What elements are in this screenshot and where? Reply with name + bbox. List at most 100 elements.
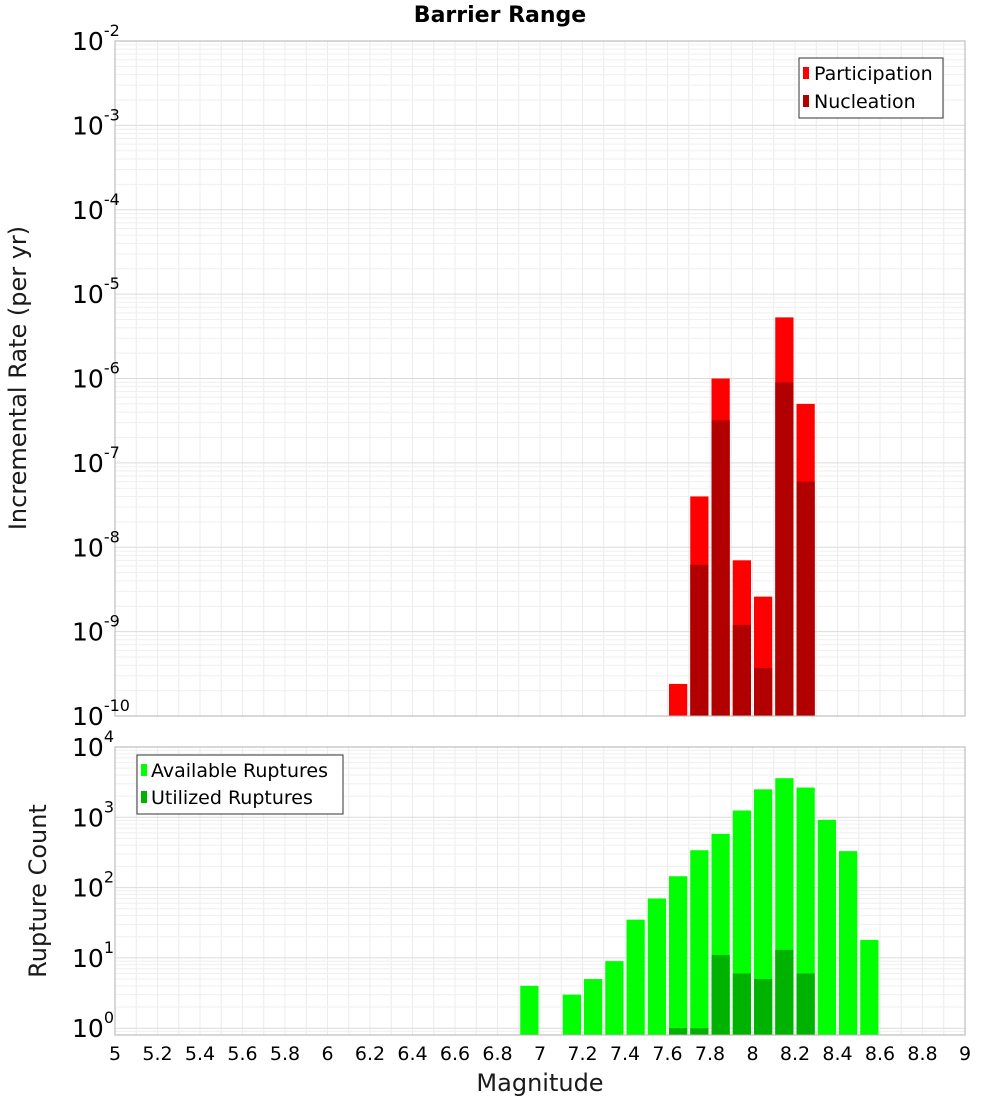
- y-tick-base: 10: [72, 27, 104, 56]
- x-tick-label: 6.6: [440, 1043, 470, 1065]
- rate-legend: Participation Nucleation: [798, 57, 944, 119]
- count-bar-utilized-ruptures: [711, 954, 730, 1035]
- legend-label-utilized: Utilized Ruptures: [151, 787, 313, 809]
- y-tick-exponent: -9: [104, 612, 120, 631]
- rate-bar-nucleation: [711, 420, 730, 716]
- y-tick-label: 10-5: [72, 274, 120, 309]
- y-tick-label: 10-8: [72, 527, 120, 562]
- y-tick-base: 10: [72, 111, 104, 140]
- count-bar-available-ruptures: [520, 985, 539, 1035]
- y-tick-base: 10: [72, 449, 104, 478]
- count-bar-available-ruptures: [754, 789, 773, 1035]
- y-tick-exponent: -2: [104, 21, 120, 40]
- y-tick-label: 10-7: [72, 443, 120, 478]
- y-tick-base: 10: [72, 365, 104, 394]
- rate-bar-nucleation: [775, 382, 794, 716]
- count-bar-available-ruptures: [796, 787, 815, 1035]
- legend-swatch-nucleation: [803, 95, 809, 107]
- y-tick-label: 101: [72, 938, 114, 973]
- y-tick-base: 10: [72, 874, 104, 903]
- x-tick-label: 6: [321, 1043, 333, 1065]
- x-tick-label: 9: [959, 1043, 971, 1065]
- rate-bar-nucleation: [690, 564, 709, 716]
- y-tick-label: 103: [72, 797, 114, 832]
- count-bar-available-ruptures: [669, 876, 688, 1035]
- y-tick-base: 10: [72, 733, 104, 762]
- x-tick-label: 8.2: [780, 1043, 810, 1065]
- legend-label-nucleation: Nucleation: [814, 91, 916, 113]
- y-tick-base: 10: [72, 196, 104, 225]
- count-legend: Available Ruptures Utilized Ruptures: [136, 754, 344, 815]
- chart-title: Barrier Range: [414, 3, 586, 28]
- x-tick-label: 8.8: [907, 1043, 937, 1065]
- y-tick-label: 10-9: [72, 612, 120, 647]
- y-tick-exponent: 2: [104, 868, 114, 887]
- x-tick-label: 5.8: [270, 1043, 300, 1065]
- x-tick-label: 5.4: [185, 1043, 215, 1065]
- rate-panel: 10-210-310-410-510-610-710-810-910-10 In…: [4, 21, 966, 731]
- x-tick-label: 6.2: [355, 1043, 385, 1065]
- y-tick-label: 100: [72, 1008, 114, 1043]
- legend-label-available: Available Ruptures: [151, 760, 328, 782]
- rate-plot-frame: [114, 40, 966, 717]
- count-legend-box: [136, 754, 344, 815]
- rate-bars: [669, 317, 815, 716]
- count-bar-available-ruptures: [860, 939, 879, 1035]
- legend-swatch-utilized: [141, 791, 147, 803]
- y-tick-exponent: -8: [104, 527, 120, 546]
- rate-bar-nucleation: [732, 624, 751, 716]
- x-tick-label: 7.6: [652, 1043, 682, 1065]
- y-tick-label: 102: [72, 868, 114, 903]
- count-bar-utilized-ruptures: [690, 1028, 709, 1035]
- y-tick-base: 10: [72, 944, 104, 973]
- x-tick-label: 7.4: [610, 1043, 640, 1065]
- count-bar-available-ruptures: [817, 819, 836, 1035]
- y-tick-exponent: -7: [104, 443, 120, 462]
- count-bar-utilized-ruptures: [754, 979, 773, 1035]
- x-tick-label: 6.4: [397, 1043, 427, 1065]
- y-tick-label: 10-4: [72, 190, 120, 225]
- y-tick-base: 10: [72, 618, 104, 647]
- y-tick-base: 10: [72, 533, 104, 562]
- count-bar-utilized-ruptures: [796, 973, 815, 1035]
- rate-bar-nucleation: [754, 668, 773, 716]
- count-bar-utilized-ruptures: [732, 973, 751, 1035]
- x-tick-label: 7.2: [567, 1043, 597, 1065]
- count-bar-available-ruptures: [647, 898, 666, 1035]
- y-tick-exponent: -10: [104, 696, 130, 715]
- count-bars: [520, 778, 879, 1035]
- legend-swatch-participation: [803, 67, 809, 79]
- rate-y-tick-labels: 10-210-310-410-510-610-710-810-910-10: [72, 21, 130, 731]
- y-tick-exponent: 4: [104, 727, 114, 746]
- count-bar-available-ruptures: [562, 994, 581, 1035]
- count-y-axis-label: Rupture Count: [24, 804, 52, 978]
- y-tick-label: 10-10: [72, 696, 130, 731]
- x-tick-label: 8.4: [822, 1043, 852, 1065]
- x-tick-label: 6.8: [482, 1043, 512, 1065]
- y-tick-base: 10: [72, 1014, 104, 1043]
- y-tick-exponent: -6: [104, 359, 120, 378]
- count-bar-available-ruptures: [605, 961, 624, 1035]
- y-tick-exponent: -4: [104, 190, 120, 209]
- x-tick-label: 5: [109, 1043, 121, 1065]
- y-tick-exponent: 1: [104, 938, 114, 957]
- rate-legend-box: [798, 57, 944, 119]
- x-tick-labels: 5 5.2 5.4 5.6 5.8 6 6.2 6.4 6.6 6.8 7 7.2 7.4 7.6 7.8 8…: [109, 1043, 971, 1065]
- rate-gridlines: [114, 40, 966, 717]
- count-bar-available-ruptures: [839, 851, 858, 1035]
- x-tick-label: 8.6: [865, 1043, 895, 1065]
- y-tick-base: 10: [72, 702, 104, 731]
- rate-bar-participation: [669, 683, 688, 716]
- x-axis-label: Magnitude: [476, 1069, 603, 1097]
- y-tick-base: 10: [72, 803, 104, 832]
- y-tick-label: 10-3: [72, 105, 120, 140]
- x-tick-label: 5.6: [227, 1043, 257, 1065]
- count-bar-available-ruptures: [690, 850, 709, 1035]
- x-tick-label: 8: [746, 1043, 758, 1065]
- x-tick-label: 7.8: [695, 1043, 725, 1065]
- legend-label-participation: Participation: [814, 63, 933, 85]
- x-tick-label: 5.2: [142, 1043, 172, 1065]
- count-bar-utilized-ruptures: [669, 1028, 688, 1035]
